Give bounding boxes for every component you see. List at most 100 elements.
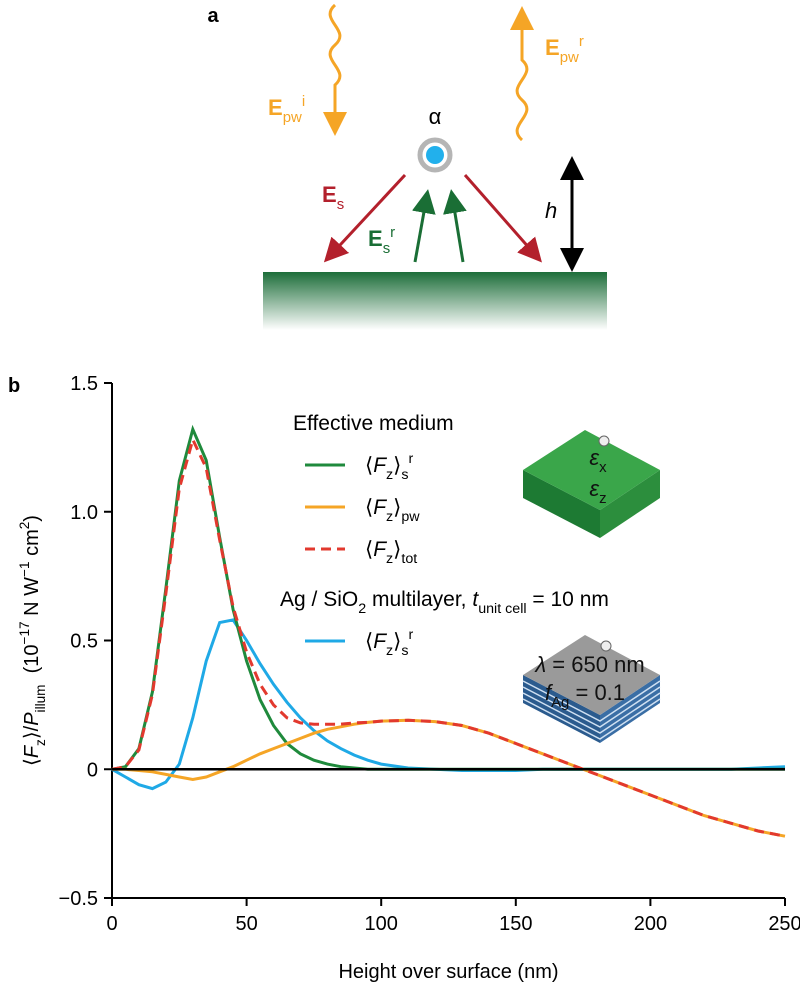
text-part: h: [545, 198, 557, 223]
text-part: λ: [534, 652, 546, 677]
text-part: E: [322, 182, 337, 207]
legend-label: ⟨Fz⟩sr: [365, 627, 414, 659]
text-part: multilayer,: [366, 588, 472, 611]
scattered-label: Es: [322, 182, 344, 213]
text-part: −1: [17, 561, 32, 577]
text-part: ): [21, 515, 43, 522]
text-part: 2: [358, 601, 366, 617]
text-part: x: [599, 459, 607, 476]
text-part: F: [373, 454, 387, 477]
text-part: z: [386, 643, 393, 659]
text-part: s: [401, 467, 408, 483]
text-part: ⟩: [393, 454, 401, 477]
text-part: F: [373, 496, 387, 519]
text-part: ε: [589, 476, 599, 501]
series-line: [112, 718, 786, 838]
inset-effective: [523, 430, 660, 538]
text-part: E: [545, 35, 560, 60]
text-part: z: [386, 551, 393, 567]
text-part: pw: [560, 49, 579, 66]
inset-label: εz: [589, 476, 606, 507]
text-part: s: [337, 196, 344, 213]
text-part: F: [21, 744, 43, 758]
text-part: s: [383, 240, 390, 257]
text-part: Height over surface (nm): [338, 961, 558, 983]
text-part: pw: [401, 509, 420, 525]
text-part: ⟨: [365, 630, 373, 653]
text-part: r: [579, 33, 584, 50]
reflected-field-arrow: [443, 189, 467, 263]
x-tick-label: 100: [365, 913, 398, 935]
text-part: Ag: [551, 694, 569, 711]
y-tick-label: 1.0: [70, 502, 98, 524]
text-part: ε: [589, 445, 599, 470]
text-part: ⟨: [365, 496, 373, 519]
legend-label: ⟨Fz⟩sr: [365, 451, 414, 483]
height-label: h: [545, 198, 557, 223]
series-line: [111, 435, 786, 838]
y-tick-label: 0.5: [70, 631, 98, 653]
text-part: = 650 nm: [546, 652, 644, 677]
text-part: E: [368, 226, 383, 251]
inset-label: fAg = 0.1: [545, 680, 625, 711]
text-part: illum: [33, 685, 48, 713]
substrate: [263, 272, 607, 330]
text-part: F: [373, 630, 387, 653]
text-part: t: [472, 588, 479, 611]
inset-multilayer: [522, 635, 661, 743]
text-part: P: [21, 712, 43, 726]
x-tick-label: 150: [499, 913, 532, 935]
text-part: ⟩: [393, 630, 401, 653]
text-part: cm: [21, 529, 43, 561]
text-part: α: [429, 104, 442, 129]
particle-core: [426, 146, 444, 164]
text-part: (10: [21, 644, 43, 684]
text-part: unit cell: [478, 601, 526, 617]
y-tick-label: 1.5: [70, 373, 98, 395]
reflected-field-arrow: [412, 189, 436, 263]
text-part: ⟩: [393, 496, 401, 519]
text-part: z: [386, 509, 393, 525]
y-tick-label: 0: [87, 759, 98, 781]
legend-heading: Ag / SiO2 multilayer, tunit cell = 10 nm: [280, 588, 609, 617]
text-part: F: [373, 538, 387, 561]
scattered-arrow: [323, 173, 407, 263]
panel-label: a: [207, 5, 219, 27]
text-part: = 10 nm: [527, 588, 609, 611]
panel-label: b: [8, 375, 20, 397]
text-part: s: [401, 643, 408, 659]
series-line: [111, 618, 786, 791]
text-part: Ag / SiO: [280, 588, 358, 611]
text-part: i: [302, 93, 305, 110]
text-part: −17: [17, 621, 32, 644]
incident-wave: [323, 3, 347, 136]
reflected-wave: [510, 6, 534, 142]
text-part: r: [409, 627, 414, 643]
reflected-label: Epwr: [545, 33, 584, 66]
panel-a-diagram: [263, 3, 607, 330]
inset-label: εx: [589, 445, 607, 476]
legend-label: ⟨Fz⟩pw: [365, 496, 420, 525]
text-part: ⟩: [393, 538, 401, 561]
text-part: f: [545, 680, 554, 705]
text-part: r: [409, 451, 414, 467]
text-part: Effective medium: [293, 412, 454, 435]
text-part: z: [386, 467, 393, 483]
text-part: ⟩/: [21, 725, 43, 739]
x-axis-label: Height over surface (nm): [338, 961, 558, 983]
x-tick-label: 50: [235, 913, 257, 935]
text-part: z: [599, 490, 606, 507]
y-tick-label: −0.5: [59, 888, 98, 910]
text-part: 2: [17, 522, 32, 530]
inset-label: λ = 650 nm: [534, 652, 644, 677]
y-axis-label: ⟨Fz⟩/Pillum (10−17 N W−1 cm2): [17, 515, 48, 766]
text-part: N W: [21, 577, 43, 622]
text-part: ⟨: [21, 758, 43, 766]
text-part: z: [33, 739, 48, 746]
legend-heading: Effective medium: [293, 412, 454, 435]
particle-label: α: [429, 104, 442, 129]
text-part: tot: [401, 551, 417, 567]
text-part: ⟨: [365, 538, 373, 561]
text-part: = 0.1: [569, 680, 625, 705]
